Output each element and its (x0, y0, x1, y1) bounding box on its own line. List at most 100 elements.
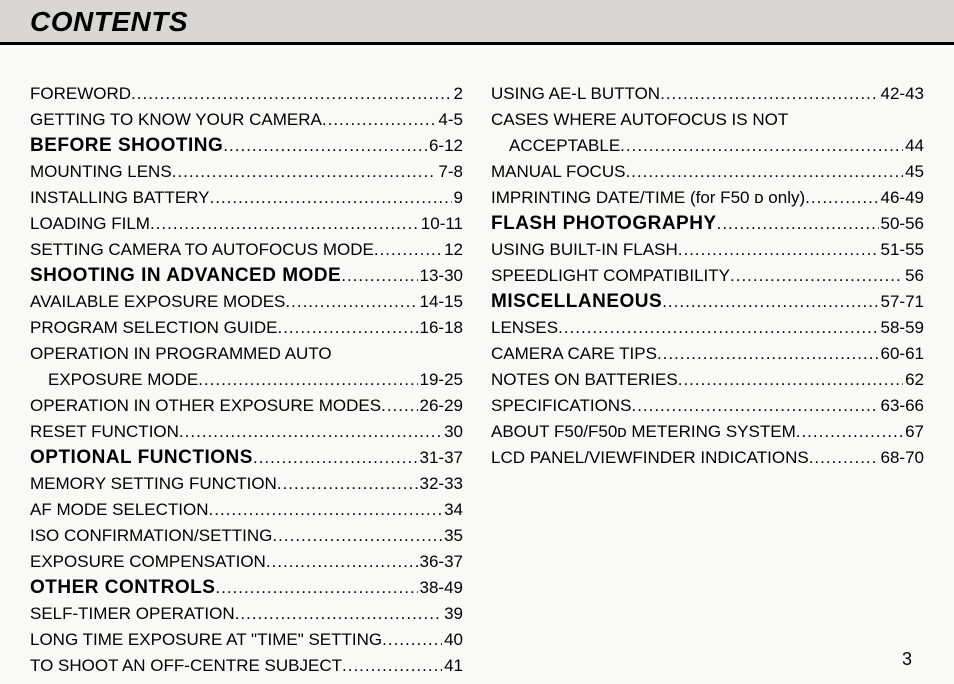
toc-section-label: FLASH PHOTOGRAPHY (491, 211, 717, 237)
toc-dot-leader (620, 133, 903, 159)
toc-dot-leader (215, 575, 417, 601)
toc-page-number: 51-55 (879, 237, 924, 263)
toc-row: IMPRINTING DATE/TIME (for F50 ᴅ only) 46-… (491, 185, 924, 211)
toc-dot-leader (179, 419, 442, 445)
toc-page-number: 58-59 (879, 315, 924, 341)
toc-dot-leader (625, 159, 903, 185)
page: CONTENTS FOREWORD 2 GETTING TO KNOW YOUR C… (0, 0, 954, 684)
toc-section-label: MISCELLANEOUS (491, 289, 662, 315)
toc-page-number: 46-49 (879, 185, 924, 211)
toc-columns: FOREWORD 2 GETTING TO KNOW YOUR CAMERA 4-5 B… (30, 45, 924, 679)
toc-item-label: ISO CONFIRMATION/SETTING (30, 523, 272, 549)
toc-dot-leader (150, 211, 419, 237)
toc-row: SHOOTING IN ADVANCED MODE13-30 (30, 263, 463, 289)
toc-item-label: PROGRAM SELECTION GUIDE (30, 315, 277, 341)
toc-dot-leader (374, 237, 442, 263)
toc-section-label: SHOOTING IN ADVANCED MODE (30, 263, 341, 289)
toc-page-number: 4-5 (436, 107, 463, 133)
toc-item-label: ABOUT F50/F50ᴅ METERING SYSTEM (491, 419, 796, 445)
toc-row: LONG TIME EXPOSURE AT "TIME" SETTING 40 (30, 627, 463, 653)
toc-row: FLASH PHOTOGRAPHY 50-56 (491, 211, 924, 237)
toc-item-label: ACCEPTABLE (491, 133, 620, 159)
toc-row: CASES WHERE AUTOFOCUS IS NOT (491, 107, 924, 133)
toc-page-number: 68-70 (879, 445, 924, 471)
toc-row: SPECIFICATIONS63-66 (491, 393, 924, 419)
toc-page-number: 10-11 (419, 211, 463, 237)
toc-page-number: 2 (452, 81, 463, 107)
toc-page-number: 41 (442, 653, 463, 679)
toc-page-number: 16-18 (418, 315, 463, 341)
page-number: 3 (902, 649, 912, 670)
page-title: CONTENTS (30, 6, 924, 38)
toc-dot-leader (277, 315, 417, 341)
toc-page-number: 63-66 (879, 393, 924, 419)
toc-page-number: 62 (903, 367, 924, 393)
toc-item-label: USING AE-L BUTTON (491, 81, 660, 107)
toc-page-number: 45 (903, 159, 924, 185)
toc-page-number: 32-33 (418, 471, 463, 497)
toc-dot-leader (657, 341, 879, 367)
toc-item-label: GETTING TO KNOW YOUR CAMERA (30, 107, 322, 133)
toc-item-label: OPERATION IN OTHER EXPOSURE MODES (30, 393, 381, 419)
toc-page-number: 19-25 (418, 367, 463, 393)
toc-dot-leader (277, 471, 418, 497)
toc-row: PROGRAM SELECTION GUIDE 16-18 (30, 315, 463, 341)
toc-page-number: 30 (442, 419, 463, 445)
toc-row: ACCEPTABLE44 (491, 133, 924, 159)
toc-page-number: 67 (903, 419, 924, 445)
toc-dot-leader (272, 523, 442, 549)
toc-dot-leader (717, 211, 879, 237)
toc-row: AF MODE SELECTION34 (30, 497, 463, 523)
toc-item-label: INSTALLING BATTERY (30, 185, 210, 211)
toc-item-label: CASES WHERE AUTOFOCUS IS NOT (491, 107, 788, 133)
toc-row: LOADING FILM 10-11 (30, 211, 463, 237)
toc-item-label: CAMERA CARE TIPS (491, 341, 657, 367)
toc-page-number: 6-12 (427, 133, 463, 159)
toc-section-label: OTHER CONTROLS (30, 575, 215, 601)
toc-dot-leader (198, 367, 417, 393)
toc-row: RESET FUNCTION 30 (30, 419, 463, 445)
toc-page-number: 9 (452, 185, 463, 211)
toc-page-number: 40 (442, 627, 463, 653)
toc-row: USING AE-L BUTTON 42-43 (491, 81, 924, 107)
toc-row: NOTES ON BATTERIES62 (491, 367, 924, 393)
toc-row: AVAILABLE EXPOSURE MODES14-15 (30, 289, 463, 315)
toc-dot-leader (805, 185, 878, 211)
header-bar: CONTENTS (0, 0, 954, 45)
toc-item-label: LENSES (491, 315, 558, 341)
toc-item-label: RESET FUNCTION (30, 419, 179, 445)
toc-item-label: FOREWORD (30, 81, 131, 107)
toc-row: OPTIONAL FUNCTIONS31-37 (30, 445, 463, 471)
toc-item-label: EXPOSURE MODE (30, 367, 198, 393)
toc-page-number: 12 (442, 237, 463, 263)
toc-dot-leader (730, 263, 903, 289)
toc-row: LENSES 58-59 (491, 315, 924, 341)
toc-row: CAMERA CARE TIPS60-61 (491, 341, 924, 367)
toc-item-label: USING BUILT-IN FLASH (491, 237, 678, 263)
toc-row: LCD PANEL/VIEWFINDER INDICATIONS 68-70 (491, 445, 924, 471)
toc-item-label: EXPOSURE COMPENSATION (30, 549, 266, 575)
toc-row: OPERATION IN OTHER EXPOSURE MODES26-29 (30, 393, 463, 419)
toc-row: MANUAL FOCUS45 (491, 159, 924, 185)
toc-item-label: LCD PANEL/VIEWFINDER INDICATIONS (491, 445, 809, 471)
toc-page-number: 42-43 (879, 81, 924, 107)
toc-item-label: AVAILABLE EXPOSURE MODES (30, 289, 285, 315)
toc-dot-leader (223, 133, 427, 159)
toc-column-right: USING AE-L BUTTON 42-43 CASES WHERE AUTOFO… (491, 81, 924, 679)
toc-item-label: LONG TIME EXPOSURE AT "TIME" SETTING (30, 627, 382, 653)
toc-row: ISO CONFIRMATION/SETTING35 (30, 523, 463, 549)
toc-item-label: IMPRINTING DATE/TIME (for F50 ᴅ only) (491, 185, 805, 211)
toc-page-number: 50-56 (879, 211, 924, 237)
toc-row: SETTING CAMERA TO AUTOFOCUS MODE 12 (30, 237, 463, 263)
toc-item-label: LOADING FILM (30, 211, 150, 237)
toc-page-number: 34 (442, 497, 463, 523)
toc-row: INSTALLING BATTERY 9 (30, 185, 463, 211)
toc-section-label: OPTIONAL FUNCTIONS (30, 445, 253, 471)
toc-item-label: TO SHOOT AN OFF-CENTRE SUBJECT (30, 653, 342, 679)
toc-row: SPEEDLIGHT COMPATIBILITY56 (491, 263, 924, 289)
toc-section-label: BEFORE SHOOTING (30, 133, 223, 159)
toc-page-number: 39 (442, 601, 463, 627)
toc-item-label: SETTING CAMERA TO AUTOFOCUS MODE (30, 237, 374, 263)
toc-dot-leader (678, 367, 903, 393)
toc-dot-leader (322, 107, 437, 133)
